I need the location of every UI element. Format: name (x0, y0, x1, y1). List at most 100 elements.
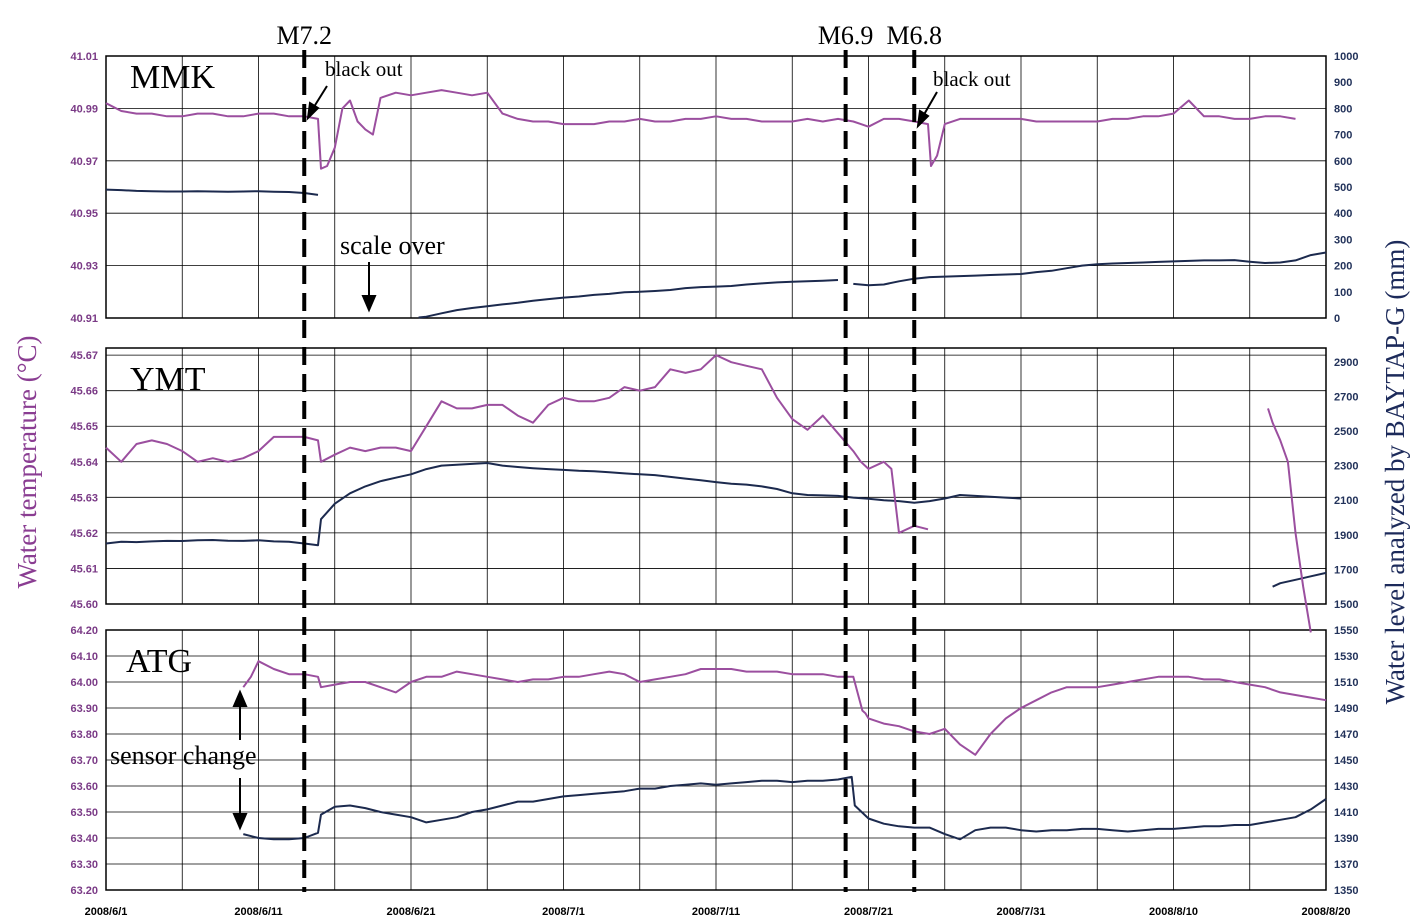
y-tick-label-right: 2900 (1334, 357, 1358, 369)
y-tick-label-left: 63.60 (70, 781, 98, 793)
y-tick-label-right: 300 (1334, 234, 1352, 246)
temperature-line-ymt (105, 354, 929, 534)
y-tick-label-right: 1000 (1334, 51, 1358, 63)
y-tick-label-left: 64.20 (70, 625, 98, 637)
y-tick-label-left: 40.91 (70, 313, 98, 325)
y-tick-label-right: 900 (1334, 77, 1352, 89)
x-tick-label: 2008/7/1 (542, 906, 585, 918)
y-tick-label-right: 1900 (1334, 530, 1358, 542)
y-tick-label-left: 45.64 (70, 457, 98, 469)
y-tick-label-right: 100 (1334, 287, 1352, 299)
panel-frame (105, 629, 1327, 891)
y-axis-label-right: Water level analyzed by BAYTAP-G (mm) (1380, 240, 1410, 705)
black-out-arrowhead-1 (306, 101, 320, 121)
grid (105, 55, 1327, 891)
temperature-line-mmk (105, 89, 1296, 170)
temperature-line-atg (242, 660, 1327, 756)
x-tick-label: 2008/6/1 (85, 906, 128, 918)
panel-label-ymt: YMT (130, 361, 206, 398)
y-tick-label-left: 40.93 (70, 261, 98, 273)
y-tick-label-right: 1500 (1334, 599, 1358, 611)
y-tick-label-left: 64.10 (70, 651, 98, 663)
y-tick-label-right: 1510 (1334, 677, 1358, 689)
event-label-m68: M6.8 (886, 21, 942, 50)
y-tick-label-left: 63.70 (70, 755, 98, 767)
y-tick-label-left: 63.90 (70, 703, 98, 715)
temperature-line-ymt (1267, 408, 1312, 633)
y-tick-label-left: 64.00 (70, 677, 98, 689)
water-level-line-ymt (1272, 571, 1327, 588)
y-tick-label-right: 1390 (1334, 833, 1358, 845)
y-tick-label-right: 1410 (1334, 807, 1358, 819)
scale-over-arrowhead (361, 295, 377, 313)
water-level-line-mmk (853, 251, 1327, 287)
labels: 40.91 40.93 40.95 40.97 40.99 41.01 0 100 200 300… (70, 21, 1358, 918)
sensor-change-arrowhead-up (232, 689, 248, 707)
y-tick-label-left: 63.30 (70, 859, 98, 871)
x-tick-label: 2008/6/11 (234, 906, 282, 918)
black-out-arrowhead-2 (916, 109, 930, 129)
x-tick-label: 2008/8/10 (1149, 906, 1198, 918)
y-tick-label-right: 500 (1334, 182, 1352, 194)
annotation-arrows (232, 85, 938, 831)
y-tick-label-left: 45.60 (70, 599, 98, 611)
y-tick-label-right: 1470 (1334, 729, 1358, 741)
y-tick-label-right: 400 (1334, 208, 1352, 220)
y-tick-label-right: 700 (1334, 130, 1352, 142)
y-tick-label-left: 63.40 (70, 833, 98, 845)
y-tick-label-left: 45.65 (70, 421, 98, 433)
y-tick-label-left: 40.97 (70, 156, 98, 168)
y-tick-label-right: 0 (1334, 313, 1340, 325)
water-level-line-mmk (418, 279, 839, 319)
y-tick-label-left: 45.63 (70, 492, 98, 504)
x-tick-label: 2008/8/20 (1302, 906, 1351, 918)
y-tick-label-right: 1350 (1334, 885, 1358, 897)
annotation-black-out-2: black out (933, 67, 1011, 91)
panel-label-mmk: MMK (130, 59, 215, 96)
x-tick-label: 2008/7/21 (844, 906, 893, 918)
y-tick-label-right: 1700 (1334, 564, 1358, 576)
x-tick-label: 2008/7/11 (692, 906, 740, 918)
water-level-line-atg (243, 775, 1327, 841)
y-tick-label-right: 600 (1334, 156, 1352, 168)
y-tick-label-left: 45.67 (70, 350, 98, 362)
annotation-black-out-1: black out (325, 57, 403, 81)
y-tick-label-right: 1450 (1334, 755, 1358, 767)
y-tick-label-right: 2500 (1334, 426, 1358, 438)
annotation-scale-over: scale over (340, 231, 445, 260)
y-tick-label-left: 41.01 (70, 51, 98, 63)
y-tick-label-left: 45.61 (70, 563, 98, 575)
water-level-line-ymt (105, 462, 1022, 547)
y-tick-label-left: 63.50 (70, 807, 98, 819)
y-tick-label-right: 1550 (1334, 625, 1358, 637)
y-tick-label-left: 45.62 (70, 528, 98, 540)
x-tick-label: 2008/7/31 (997, 906, 1046, 918)
panel-frame (105, 55, 1327, 319)
panel-label-atg: ATG (126, 643, 192, 680)
y-tick-label-left: 40.99 (70, 103, 98, 115)
y-tick-label-left: 45.66 (70, 386, 98, 398)
event-label-m69: M6.9 (818, 21, 874, 50)
y-tick-label-right: 1370 (1334, 859, 1358, 871)
y-tick-label-right: 200 (1334, 261, 1352, 273)
y-tick-label-right: 2300 (1334, 461, 1358, 473)
y-tick-label-right: 800 (1334, 103, 1352, 115)
y-tick-label-right: 2700 (1334, 391, 1358, 403)
y-tick-label-right: 1430 (1334, 781, 1358, 793)
y-tick-label-right: 1530 (1334, 651, 1358, 663)
y-tick-label-right: 1490 (1334, 703, 1358, 715)
y-tick-label-left: 40.95 (70, 208, 98, 220)
event-label-m72: M7.2 (276, 21, 332, 50)
y-tick-label-left: 63.20 (70, 885, 98, 897)
series-layer (105, 89, 1327, 841)
y-tick-label-left: 63.80 (70, 729, 98, 741)
water-level-line-mmk (105, 188, 319, 196)
y-tick-label-right: 2100 (1334, 495, 1358, 507)
sensor-change-arrowhead-down (232, 813, 248, 831)
event-lines (302, 50, 917, 892)
x-tick-label: 2008/6/21 (387, 906, 436, 918)
panel-frame (105, 347, 1327, 605)
annotation-sensor-change: sensor change (110, 741, 257, 770)
y-axis-label-left: Water temperature (°C) (12, 336, 42, 589)
